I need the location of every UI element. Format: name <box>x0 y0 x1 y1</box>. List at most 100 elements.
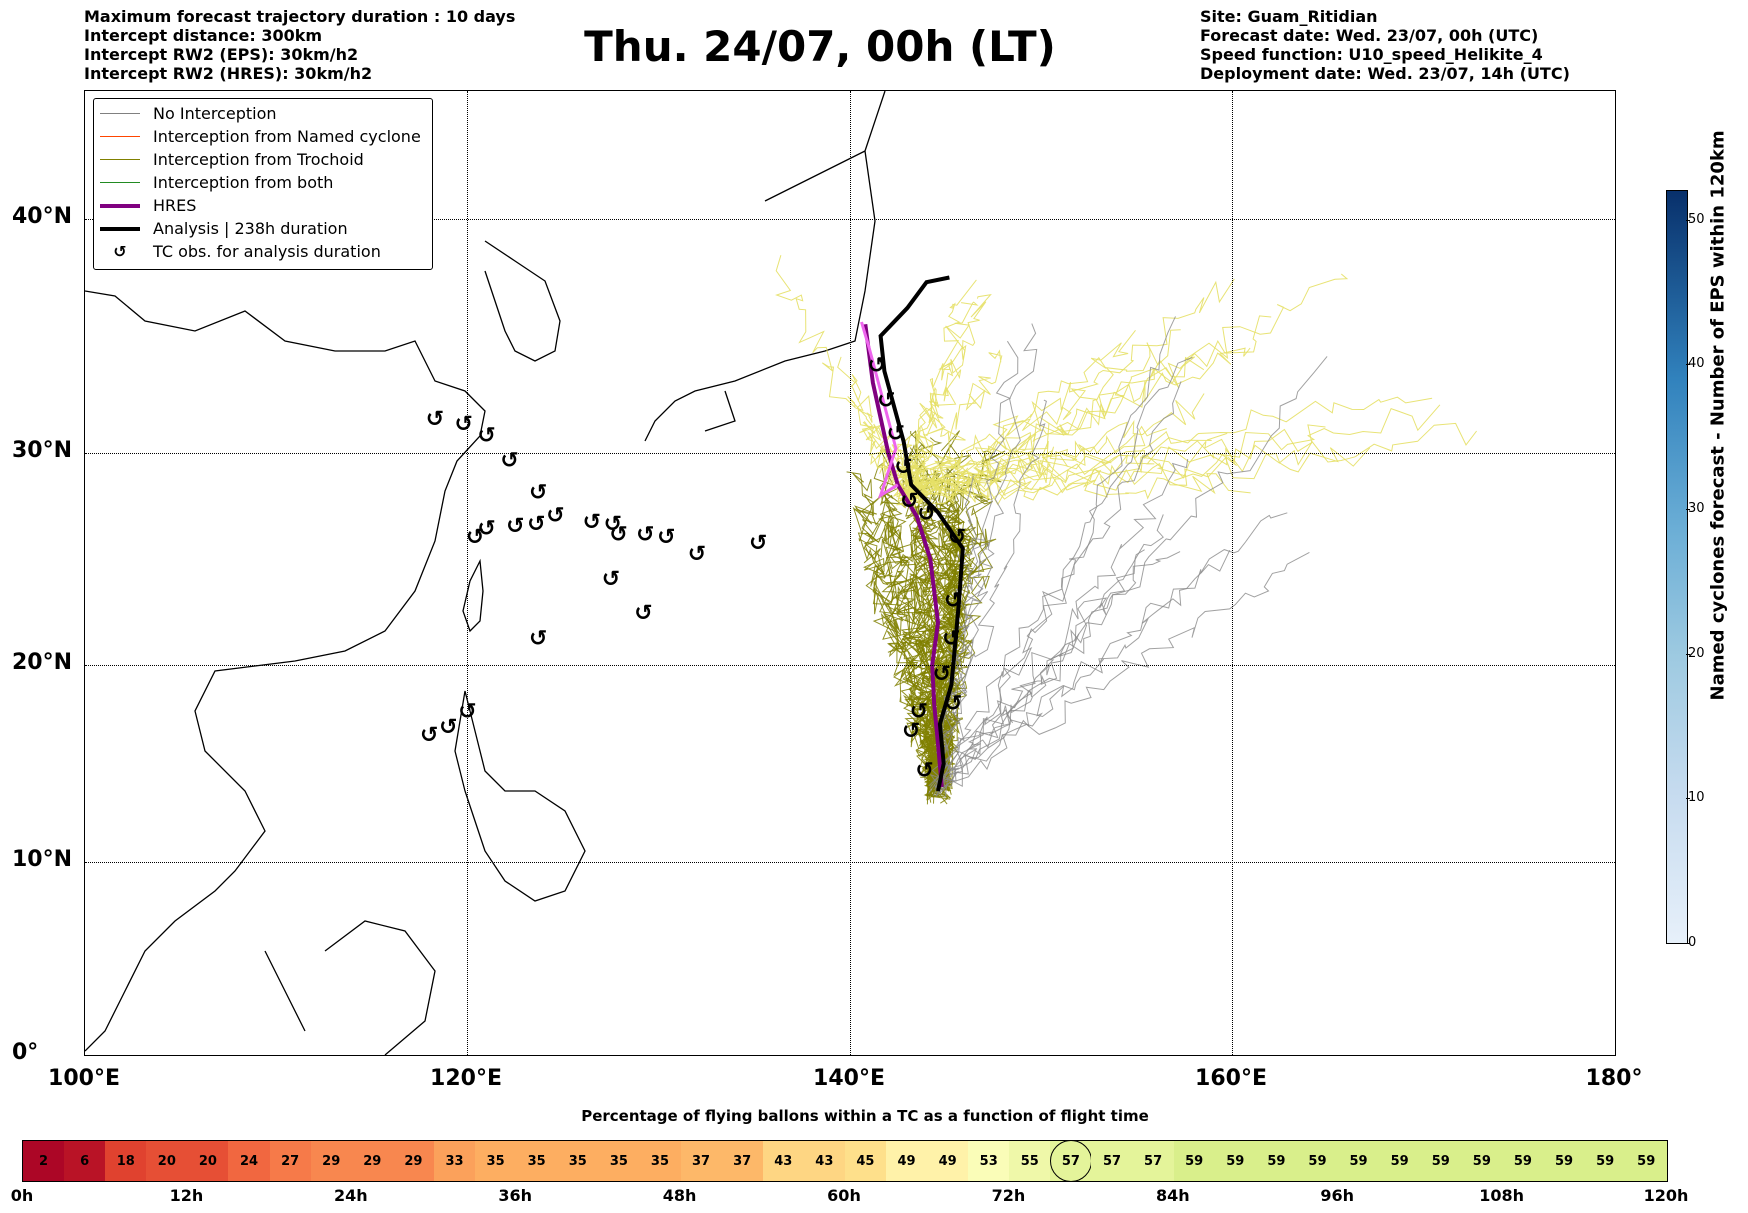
strip-cell: 43 <box>762 1141 804 1181</box>
strip-cell: 6 <box>64 1141 106 1181</box>
strip-cell: 59 <box>1214 1141 1256 1181</box>
cyclone-icon: ↺ <box>113 242 127 261</box>
light-track <box>908 440 1053 503</box>
time-label: 12h <box>169 1186 204 1205</box>
cyclone-icon: ↺ <box>466 525 484 550</box>
coastline-japan <box>644 91 886 442</box>
no-interception-track <box>936 551 1310 794</box>
gridline-lat-10 <box>85 862 1615 863</box>
no-interception-track <box>928 512 1288 788</box>
time-label: 96h <box>1320 1186 1355 1205</box>
lat-label: 10°N <box>12 847 73 872</box>
legend-item-analysis: Analysis | 238h duration <box>100 217 348 240</box>
light-track <box>917 424 1326 505</box>
cyclone-icon: ↺ <box>917 501 935 526</box>
strip-cell: 59 <box>1625 1141 1667 1181</box>
time-label: 48h <box>662 1186 697 1205</box>
strip-cell: 35 <box>475 1141 517 1181</box>
legend-swatch <box>100 159 140 160</box>
legend-swatch <box>100 203 140 208</box>
trochoid-track <box>915 437 949 797</box>
light-track <box>908 425 1167 504</box>
cyclone-icon: ↺ <box>942 627 960 652</box>
strip-cell: 43 <box>803 1141 845 1181</box>
trochoid-track <box>852 472 944 792</box>
colorbar-tick: 0 <box>1685 935 1697 950</box>
colorbar-tick: 20 <box>1686 646 1705 661</box>
lon-label: 140°E <box>813 1066 885 1091</box>
strip-cell: 20 <box>187 1141 229 1181</box>
strip-cell: 35 <box>598 1141 640 1181</box>
cyclone-icon: ↺ <box>506 514 524 539</box>
strip-cell: 35 <box>516 1141 558 1181</box>
lon-label: 120°E <box>430 1066 502 1091</box>
strip-cell: 45 <box>844 1141 886 1181</box>
coastline-borneo <box>264 920 436 1055</box>
cyclone-icon: ↺ <box>933 662 951 687</box>
cyclone-icon: ↺ <box>439 715 457 740</box>
coastline-taiwan <box>462 558 484 633</box>
time-label: 108h <box>1479 1186 1524 1205</box>
lat-label: 40°N <box>12 204 73 229</box>
cyclone-icon: ↺ <box>454 412 472 437</box>
cyclone-icon: ↺ <box>602 567 620 592</box>
header-left-line: Intercept RW2 (EPS): 30km/h2 <box>84 45 359 64</box>
legend-swatch <box>100 182 140 183</box>
legend-label: Interception from Trochoid <box>153 150 364 169</box>
cyclone-icon: ↺ <box>877 389 895 414</box>
colorbar-tick: 10 <box>1686 790 1705 805</box>
page-title: Thu. 24/07, 00h (LT) <box>584 22 1056 71</box>
cyclone-icon: ↺ <box>477 424 495 449</box>
strip-cell: 35 <box>639 1141 681 1181</box>
light-track <box>914 447 1371 504</box>
lat-label: 20°N <box>12 650 73 675</box>
map-svg: ↺ ↺ ↺↺↺↺↺↺↺↺↺ ↺↺ ↺ ↺↺ ↺↺↺↺↺ ↺↺↺↺↺↺↺↺↺↺↺↺↺↺↺↺ <box>85 91 1477 1055</box>
cyclone-icon: ↺ <box>944 691 962 716</box>
cyclone-icon: ↺ <box>688 542 706 567</box>
legend-label: Interception from Named cyclone <box>153 127 421 146</box>
strip-cell: 35 <box>557 1141 599 1181</box>
light-track <box>910 473 1251 506</box>
no-interception-track <box>933 381 1182 789</box>
strip-cell: 18 <box>105 1141 147 1181</box>
no-interception-track <box>934 551 1181 789</box>
coastline-china <box>85 290 486 1052</box>
strip-cell: 59 <box>1543 1141 1585 1181</box>
time-label: 84h <box>1155 1186 1190 1205</box>
cyclone-icon: ↺ <box>609 523 627 548</box>
header-left-line: Maximum forecast trajectory duration : 1… <box>84 7 516 26</box>
cyclone-icon: ↺ <box>527 512 545 537</box>
cyclone-icon: ↺ <box>868 353 886 378</box>
strip-cell: 59 <box>1338 1141 1380 1181</box>
cyclone-icon: ↺ <box>902 719 920 744</box>
strip-title: Percentage of flying ballons within a TC… <box>581 1107 1149 1125</box>
legend-item-named-cyclone: Interception from Named cyclone <box>100 125 421 148</box>
lat-label: 0° <box>12 1040 39 1065</box>
strip-cell: 57 <box>1132 1141 1174 1181</box>
no-interception-track <box>932 514 1164 797</box>
cyclone-icon: ↺ <box>915 758 933 783</box>
cyclone-icon: ↺ <box>657 525 675 550</box>
strip-cell: 57 <box>1050 1141 1092 1181</box>
coastline-korea <box>484 240 561 362</box>
strip-cell: 29 <box>310 1141 352 1181</box>
no-interception-track <box>929 399 1047 789</box>
strip-cell: 49 <box>927 1141 969 1181</box>
trajectory-tracks <box>775 255 1477 805</box>
cyclone-icon: ↺ <box>546 504 564 529</box>
cyclone-icon: ↺ <box>604 512 622 537</box>
time-label: 72h <box>991 1186 1026 1205</box>
cyclone-icon: ↺ <box>900 489 918 514</box>
no-interception-track <box>928 316 1176 794</box>
legend-label: TC obs. for analysis duration <box>153 242 381 261</box>
time-label: 36h <box>498 1186 533 1205</box>
header-left-info: Maximum forecast trajectory duration : 1… <box>84 7 515 83</box>
gridline-lon-140 <box>850 91 851 1055</box>
colorbar-tick: 30 <box>1686 501 1705 516</box>
header-right-line: Site: Guam_Ritidian <box>1200 7 1378 26</box>
cyclone-icon: ↺ <box>529 627 547 652</box>
light-track <box>898 430 1228 497</box>
trochoid-track <box>912 517 951 803</box>
no-interception-track <box>931 340 1019 783</box>
coastline-philippines <box>454 690 586 902</box>
